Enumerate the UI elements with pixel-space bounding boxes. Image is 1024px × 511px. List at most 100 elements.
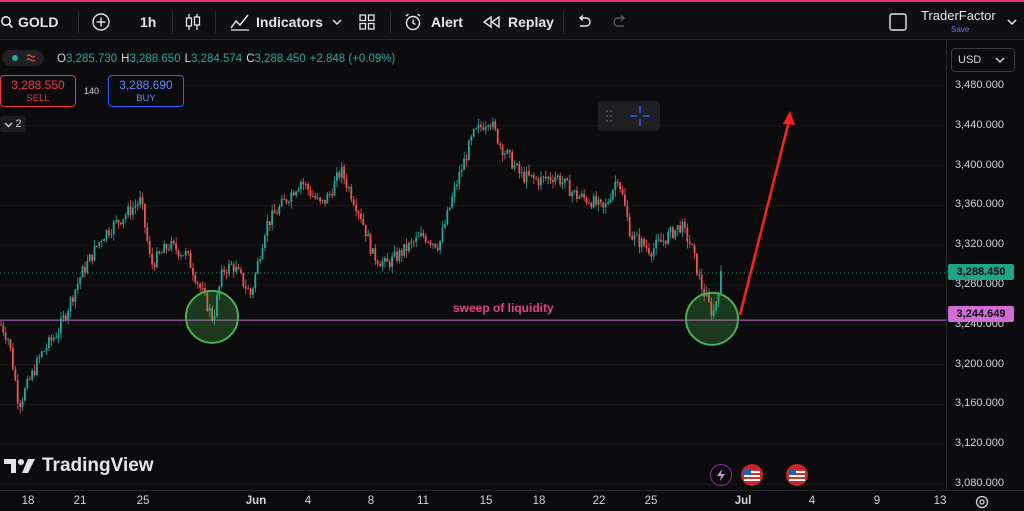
candle-up xyxy=(93,245,96,261)
candle-up xyxy=(139,197,141,205)
candle-up xyxy=(69,297,72,311)
candle-down xyxy=(357,211,360,214)
indicators-button[interactable]: Indicators xyxy=(229,10,323,34)
candle-down xyxy=(120,222,122,225)
candle-up xyxy=(67,310,69,320)
alert-button[interactable]: Alert xyxy=(403,10,463,34)
candle-down xyxy=(206,293,209,312)
candle-up xyxy=(580,193,583,197)
price-tick-label: 3,400.000 xyxy=(955,158,1004,171)
collapse-indicators-button[interactable]: 2 xyxy=(0,116,26,132)
candle-up xyxy=(636,234,638,236)
candle-up xyxy=(81,266,84,278)
candle-up xyxy=(410,241,413,243)
candle-down xyxy=(192,267,194,276)
candle-down xyxy=(199,284,201,288)
layouts-button[interactable] xyxy=(358,10,376,34)
candle-down xyxy=(350,187,353,200)
candle-down xyxy=(196,282,199,285)
time-tick-label: 13 xyxy=(933,495,947,507)
chart-settings-button[interactable] xyxy=(974,494,990,511)
compare-symbol-button[interactable] xyxy=(91,10,111,34)
replay-button[interactable]: Replay xyxy=(482,10,554,34)
candle-up xyxy=(652,248,655,257)
buy-button[interactable]: 3,288.690 BUY xyxy=(108,75,184,107)
symbol-search[interactable]: GOLD xyxy=(0,10,58,34)
candle-up xyxy=(607,202,609,204)
candle-down xyxy=(4,332,7,340)
sell-button[interactable]: 3,288.550 SELL xyxy=(0,75,76,107)
candle-up xyxy=(163,244,165,253)
candle-down xyxy=(424,235,427,242)
sweep-annotation[interactable]: sweep of liquidity xyxy=(453,301,554,315)
candle-down xyxy=(621,189,624,195)
price-axis[interactable]: 3,480.000 3,440.000 3,400.000 3,360.000 3,32… xyxy=(946,40,1024,490)
candle-up xyxy=(393,251,396,257)
high-value: 3,288.650 xyxy=(129,53,181,65)
tradingview-logo[interactable]: TradingView xyxy=(4,455,154,477)
candle-down xyxy=(686,227,689,242)
time-tick-label: 25 xyxy=(136,495,150,507)
candle-up xyxy=(614,181,617,191)
candle-down xyxy=(225,271,228,274)
currency-select[interactable]: USD xyxy=(951,48,1015,72)
gear-icon xyxy=(975,495,989,509)
top-toolbar: GOLD 1h Indicators Alert Replay TraderFa… xyxy=(0,0,1024,40)
us-event-icon[interactable] xyxy=(741,464,763,486)
price-tick-label: 3,440.000 xyxy=(955,118,1004,131)
fullscreen-checkbox[interactable] xyxy=(888,10,908,34)
candle-down xyxy=(302,181,305,185)
candle-down xyxy=(369,234,372,254)
candle-down xyxy=(434,243,437,248)
candle-up xyxy=(573,190,576,193)
undo-button[interactable] xyxy=(576,10,592,34)
time-tick-label: 4 xyxy=(808,495,816,507)
time-axis[interactable]: 18 21 25 Jun 4 8 11 15 18 22 25 Jul 4 9 13 xyxy=(0,490,1024,511)
square-icon xyxy=(889,13,907,31)
price-tick-label: 3,360.000 xyxy=(955,198,1004,211)
candle-up xyxy=(124,215,127,220)
layout-name[interactable]: TraderFactor Save xyxy=(921,9,1003,37)
candle-down xyxy=(544,176,547,179)
horizontal-line-price-tag[interactable]: 3,244.649 xyxy=(948,306,1014,322)
candle-up xyxy=(40,351,43,357)
candle-up xyxy=(100,241,103,243)
redo-button[interactable] xyxy=(612,10,628,34)
candle-down xyxy=(643,238,645,246)
chart-canvas[interactable] xyxy=(0,40,946,490)
projection-arrow-line xyxy=(738,120,791,316)
candle-up xyxy=(717,294,720,302)
candle-up xyxy=(115,219,117,222)
candle-up xyxy=(266,221,269,236)
candle-down xyxy=(319,197,321,202)
drawing-toolbar[interactable] xyxy=(598,101,660,131)
layout-dropdown[interactable] xyxy=(1006,10,1018,34)
candle-down xyxy=(427,241,429,243)
candle-up xyxy=(98,241,101,247)
candle-up xyxy=(333,181,336,196)
lightning-event-icon[interactable] xyxy=(710,464,732,486)
candle-down xyxy=(600,199,602,203)
ohlc-legend: O 3,285.730 H 3,288.650 L 3,284.574 C 3,… xyxy=(57,50,399,68)
candle-down xyxy=(494,121,497,130)
us-event-icon[interactable] xyxy=(786,464,808,486)
candle-up xyxy=(110,234,113,236)
candle-up xyxy=(79,277,81,284)
candle-up xyxy=(408,242,410,252)
candle-down xyxy=(2,324,5,333)
candle-down xyxy=(631,236,633,240)
candle-down xyxy=(172,240,175,244)
candle-up xyxy=(487,125,489,127)
visibility-toggle[interactable] xyxy=(2,50,44,66)
chart-type-button[interactable] xyxy=(184,10,202,34)
indicators-dropdown[interactable] xyxy=(331,10,343,34)
candle-down xyxy=(247,288,249,290)
candle-up xyxy=(24,388,26,401)
candle-up xyxy=(460,169,463,173)
candle-down xyxy=(405,244,408,252)
candle-up xyxy=(398,250,401,261)
interval-button[interactable]: 1h xyxy=(140,14,157,30)
candle-down xyxy=(465,158,468,161)
candle-up xyxy=(516,163,518,165)
indicators-label: Indicators xyxy=(256,14,323,30)
